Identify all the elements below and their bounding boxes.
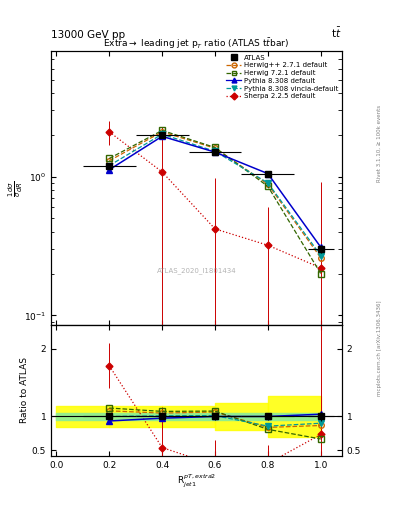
Text: Rivet 3.1.10, ≥ 100k events: Rivet 3.1.10, ≥ 100k events <box>377 105 382 182</box>
X-axis label: R$_{jet1}^{pT,extra2}$: R$_{jet1}^{pT,extra2}$ <box>177 472 216 489</box>
Text: mcplots.cern.ch [arXiv:1306.3436]: mcplots.cern.ch [arXiv:1306.3436] <box>377 301 382 396</box>
Text: t$\bar{t}$: t$\bar{t}$ <box>331 26 342 40</box>
Y-axis label: Ratio to ATLAS: Ratio to ATLAS <box>20 357 29 423</box>
Text: ATLAS_2020_I1801434: ATLAS_2020_I1801434 <box>157 267 236 274</box>
Text: 13000 GeV pp: 13000 GeV pp <box>51 30 125 40</box>
Title: Extra$\rightarrow$ leading jet p$_T$ ratio (ATLAS t$\bar{t}$bar): Extra$\rightarrow$ leading jet p$_T$ rat… <box>103 36 290 51</box>
Legend: ATLAS, Herwig++ 2.7.1 default, Herwig 7.2.1 default, Pythia 8.308 default, Pythi: ATLAS, Herwig++ 2.7.1 default, Herwig 7.… <box>225 53 340 101</box>
Y-axis label: $\frac{1}{\sigma}\frac{d\sigma}{dR}$: $\frac{1}{\sigma}\frac{d\sigma}{dR}$ <box>7 180 25 197</box>
